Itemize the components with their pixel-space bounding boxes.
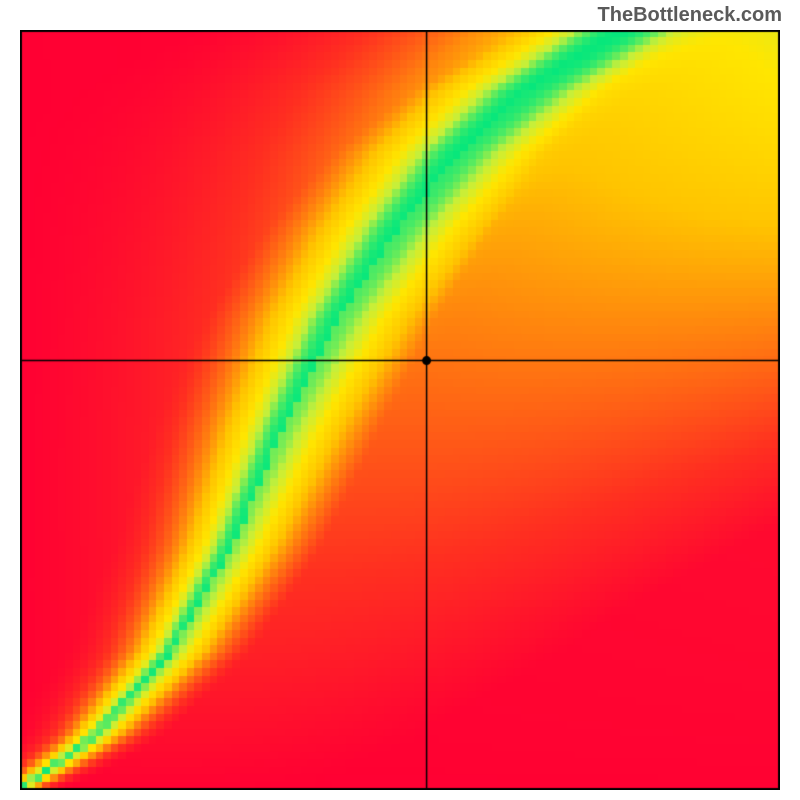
attribution-text: TheBottleneck.com — [598, 4, 782, 27]
bottleneck-heatmap — [20, 30, 780, 790]
heatmap-canvas — [20, 30, 780, 790]
